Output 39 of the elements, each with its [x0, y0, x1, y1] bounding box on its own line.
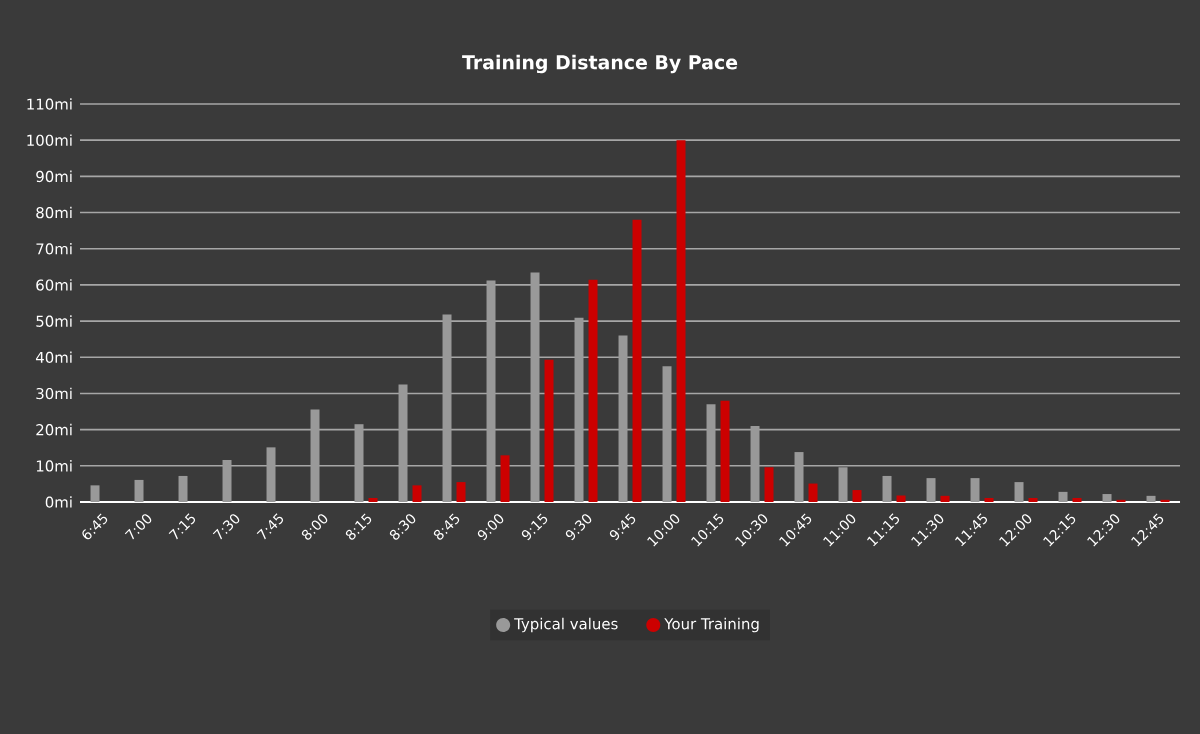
bar [412, 485, 422, 502]
bar [398, 384, 408, 502]
bar [794, 452, 804, 502]
bar [618, 335, 628, 502]
bar [178, 475, 188, 502]
bar [706, 404, 716, 502]
bar [90, 485, 100, 502]
bar [1146, 495, 1156, 502]
bar [838, 467, 848, 502]
bar [896, 495, 906, 502]
bar [940, 495, 950, 502]
bar [500, 455, 510, 502]
bar [632, 219, 642, 502]
bar [662, 366, 672, 502]
bar [676, 140, 686, 502]
bar [750, 426, 760, 502]
bar [574, 317, 584, 502]
bar [926, 478, 936, 502]
bar [544, 359, 554, 502]
bar [852, 490, 862, 502]
chart-title: Training Distance By Pace [462, 54, 738, 74]
bar [442, 314, 452, 502]
bar [530, 272, 540, 502]
bar [1102, 494, 1112, 502]
bar [354, 424, 364, 502]
bar [882, 475, 892, 502]
bar [266, 447, 276, 502]
bar [486, 280, 496, 502]
bar [456, 482, 466, 502]
bar [764, 467, 774, 502]
bar [222, 460, 232, 502]
bar [1014, 482, 1024, 502]
bar [970, 478, 980, 502]
bar [808, 483, 818, 502]
bar [134, 479, 144, 502]
bar [588, 279, 598, 502]
bar [310, 409, 320, 502]
bar [1058, 491, 1068, 502]
bar [720, 400, 730, 502]
